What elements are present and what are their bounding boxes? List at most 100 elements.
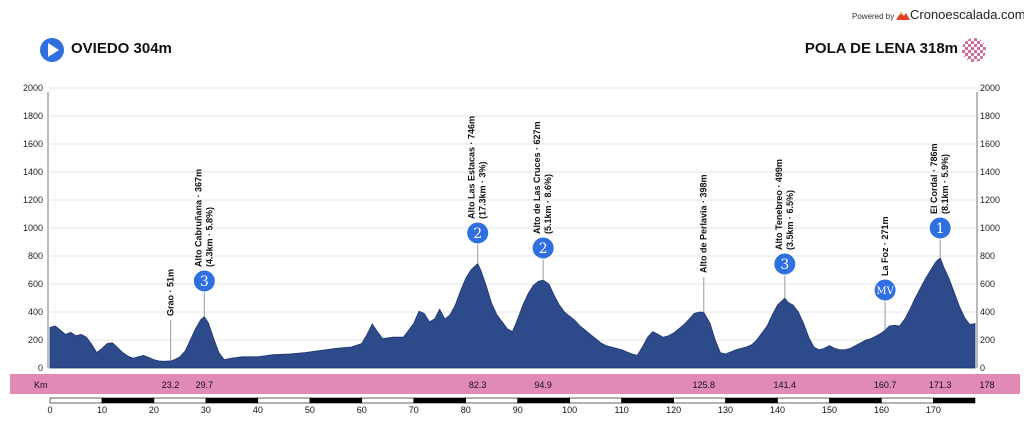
climb-name-label: Alto Las Estacas · 746m — [467, 116, 477, 219]
x-tick-label: 50 — [305, 405, 315, 415]
x-scale-segment — [257, 397, 311, 404]
y-tick-label-left: 600 — [28, 279, 43, 289]
y-tick-label-right: 1000 — [980, 223, 1000, 233]
climb-category-badge — [928, 216, 952, 240]
climb-category-badge — [192, 269, 216, 293]
x-scale-segment — [621, 397, 674, 404]
y-tick-label-left: 1200 — [23, 195, 43, 205]
km-band-mark: 141.4 — [774, 380, 797, 390]
x-tick-label: 70 — [409, 405, 419, 415]
y-tick-label-left: 1400 — [23, 167, 43, 177]
climb-category-badge — [873, 278, 897, 302]
x-scale-segment — [881, 397, 934, 404]
x-scale-segment — [465, 397, 518, 404]
finish-city: POLA DE LENA 318m — [804, 40, 958, 57]
climb-category-badge — [466, 221, 490, 245]
y-tick-label-right: 1400 — [980, 167, 1000, 177]
x-scale-segment — [49, 397, 103, 404]
km-band-mark: 29.7 — [196, 380, 214, 390]
x-tick-label: 140 — [770, 405, 785, 415]
km-band-mark: 82.3 — [469, 380, 487, 390]
km-band-mark: 178 — [979, 380, 994, 390]
start-city: OVIEDO 304m — [71, 40, 172, 57]
climb-name-label: Alto de Las Cruces · 627m — [532, 121, 542, 234]
y-tick-label-left: 2000 — [23, 83, 43, 93]
climb-name-label: Alto Cabruñana · 367m — [193, 169, 203, 267]
x-scale-segment — [829, 397, 882, 404]
climb-stats-label: (5.1km · 8.6%) — [543, 174, 553, 234]
x-scale-segment — [517, 397, 570, 404]
climb-stats-label: (17.3km · 3%) — [478, 161, 488, 219]
climb-category-label: 2 — [473, 226, 482, 242]
checkered-flag-icon — [962, 38, 986, 62]
y-tick-label-right: 400 — [980, 307, 995, 317]
x-scale-segment — [569, 397, 622, 404]
x-scale-segment — [361, 397, 415, 404]
x-scale-segment — [101, 397, 155, 404]
climb-category-label: 3 — [780, 257, 789, 273]
y-tick-label-right: 200 — [980, 335, 995, 345]
x-scale-segment — [777, 397, 830, 404]
brand-name[interactable]: Cronoescalada.com — [910, 7, 1024, 22]
climb-name-label: Alto de Perlavia · 398m — [699, 174, 709, 273]
x-scale-segment — [725, 397, 778, 404]
y-tick-label-left: 800 — [28, 251, 43, 261]
x-tick-label: 110 — [614, 405, 628, 415]
climb-category-label: 2 — [539, 241, 548, 257]
km-band-mark: 125.8 — [692, 380, 715, 390]
x-tick-label: 60 — [357, 405, 367, 415]
y-tick-label-left: 1600 — [23, 139, 43, 149]
y-tick-label-left: 400 — [28, 307, 43, 317]
climb-category-badge — [773, 252, 797, 276]
x-scale-segment — [153, 397, 207, 404]
y-tick-label-right: 2000 — [980, 83, 1000, 93]
y-tick-label-left: 1800 — [23, 111, 43, 121]
x-tick-label: 120 — [666, 405, 681, 415]
climb-category-label: MV — [876, 286, 894, 297]
y-tick-label-right: 600 — [980, 279, 995, 289]
mountain-logo-icon — [896, 12, 910, 20]
y-tick-label-right: 800 — [980, 251, 995, 261]
powered-by-label: Powered by — [852, 12, 895, 21]
x-tick-label: 90 — [513, 405, 523, 415]
y-tick-label-left: 200 — [28, 335, 43, 345]
y-tick-label-right: 1800 — [980, 111, 1000, 121]
km-band-label: Km — [34, 380, 48, 390]
x-scale-segment — [205, 397, 259, 404]
x-scale-segment — [413, 397, 467, 404]
x-tick-label: 0 — [47, 405, 52, 415]
climb-category-label: 1 — [936, 221, 945, 237]
climb-name-label: La Foz · 271m — [880, 216, 890, 276]
x-tick-label: 130 — [718, 405, 733, 415]
climb-stats-label: (4.3km · 5.8%) — [204, 207, 214, 267]
x-tick-label: 20 — [149, 405, 159, 415]
play-arrow-icon — [40, 38, 64, 62]
x-tick-label: 80 — [461, 405, 471, 415]
x-tick-label: 160 — [874, 405, 889, 415]
y-tick-label-left: 1000 — [23, 223, 43, 233]
y-tick-label-right: 1600 — [980, 139, 1000, 149]
x-scale-segment — [673, 397, 726, 404]
km-band-mark: 171.3 — [929, 380, 952, 390]
km-band-mark: 160.7 — [874, 380, 897, 390]
x-tick-label: 100 — [562, 405, 577, 415]
x-scale-segment — [309, 397, 363, 404]
km-band-mark: 94.9 — [534, 380, 552, 390]
climb-stats-label: (8.1km · 5.9%) — [940, 154, 950, 214]
climb-name-label: El Cordal · 786m — [929, 143, 939, 214]
climb-name-label: Grao · 51m — [166, 269, 176, 316]
elevation-area — [49, 257, 976, 369]
climb-category-label: 3 — [200, 274, 209, 290]
climb-category-badge — [531, 236, 555, 260]
y-tick-label-right: 1200 — [980, 195, 1000, 205]
x-tick-label: 170 — [926, 405, 941, 415]
x-scale-segment — [933, 397, 976, 404]
y-tick-label-left: 0 — [38, 363, 43, 373]
climb-stats-label: (3.5km · 6.5%) — [785, 190, 795, 250]
x-tick-label: 150 — [822, 405, 837, 415]
climb-name-label: Alto Tenebreo · 499m — [774, 159, 784, 250]
y-tick-label-right: 0 — [980, 363, 985, 373]
x-tick-label: 30 — [201, 405, 211, 415]
